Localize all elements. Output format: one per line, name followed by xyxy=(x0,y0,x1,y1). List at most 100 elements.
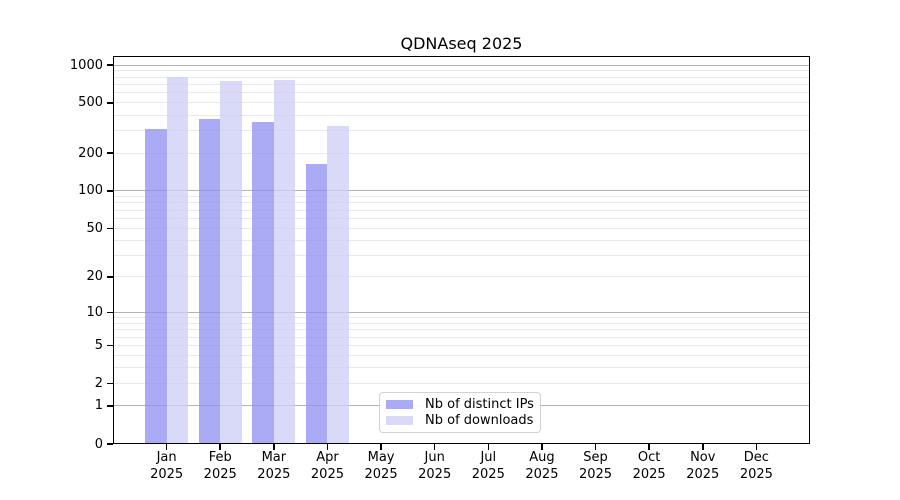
y-tick-label: 50 xyxy=(86,220,103,236)
gridline-minor xyxy=(113,355,810,357)
legend: Nb of distinct IPs Nb of downloads xyxy=(379,392,541,433)
year-label: 2025 xyxy=(578,467,613,482)
gridline-minor xyxy=(113,217,810,219)
gridline-minor xyxy=(113,329,810,331)
year-label: 2025 xyxy=(418,467,452,482)
x-tick-label: Jun 2025 xyxy=(405,449,465,483)
legend-swatch-distinct-ips-icon xyxy=(386,399,413,409)
year-label: 2025 xyxy=(525,467,559,482)
x-tick-label: Mar 2025 xyxy=(244,449,304,483)
bar-apr-2025-downloads xyxy=(327,125,349,444)
gridline-major xyxy=(113,190,810,192)
y-tick xyxy=(107,382,113,385)
x-tick xyxy=(219,444,221,450)
gridline-minor xyxy=(113,255,810,257)
y-tick xyxy=(107,276,113,278)
y-tick xyxy=(107,152,113,154)
x-tick xyxy=(326,444,329,450)
gridline-major xyxy=(113,311,810,313)
x-tick-label: Jul 2025 xyxy=(458,449,518,483)
y-tick-label: 100 xyxy=(78,183,103,199)
x-tick xyxy=(487,444,490,450)
x-tick xyxy=(433,444,436,450)
gridline-minor xyxy=(113,102,810,104)
gridline-minor xyxy=(113,336,810,338)
bar-mar-2025-distinct-ips xyxy=(252,121,274,444)
bar-mar-2025-downloads xyxy=(273,80,296,444)
gridline-minor xyxy=(113,196,810,198)
bar-jan-2025-downloads xyxy=(166,76,189,444)
y-tick xyxy=(107,64,113,66)
year-label: 2025 xyxy=(471,467,505,482)
y-tick-label: 1 xyxy=(94,398,103,414)
legend-swatch-downloads-icon xyxy=(386,416,413,426)
x-tick-label: Jan 2025 xyxy=(137,449,197,483)
year-label: 2025 xyxy=(150,467,184,482)
month-label: May xyxy=(367,450,395,465)
month-label: Oct xyxy=(637,450,661,465)
x-tick-label: Feb 2025 xyxy=(190,449,250,483)
plot-area xyxy=(113,56,810,444)
year-label: 2025 xyxy=(739,467,773,482)
gridline-minor xyxy=(113,322,810,324)
gridline-minor xyxy=(113,317,810,319)
gridline-minor xyxy=(113,76,810,78)
bar-feb-2025-downloads xyxy=(220,80,242,444)
x-tick-label: May 2025 xyxy=(351,449,411,483)
gridline-minor xyxy=(113,227,810,229)
x-tick xyxy=(594,444,597,450)
month-label: Aug xyxy=(529,450,555,465)
gridline-minor xyxy=(113,383,810,385)
gridline-minor xyxy=(113,209,810,211)
x-tick xyxy=(273,444,275,450)
x-tick xyxy=(702,444,704,450)
gridline-minor xyxy=(113,152,810,154)
month-label: Mar xyxy=(261,450,287,465)
bar-apr-2025-distinct-ips xyxy=(305,163,328,444)
legend-label-distinct-ips: Nb of distinct IPs xyxy=(425,396,534,412)
x-tick-label: Sep 2025 xyxy=(566,449,626,483)
x-tick xyxy=(648,444,650,450)
y-tick xyxy=(107,405,113,407)
y-tick-label: 200 xyxy=(78,145,103,161)
month-label: Nov xyxy=(690,450,716,465)
y-tick-label: 0 xyxy=(94,436,103,452)
year-label: 2025 xyxy=(257,467,291,482)
x-tick xyxy=(380,444,382,450)
y-tick-label: 2 xyxy=(94,376,103,392)
gridline-minor xyxy=(113,130,810,132)
legend-label-downloads: Nb of downloads xyxy=(425,413,534,429)
x-tick-label: Apr 2025 xyxy=(297,449,357,483)
y-tick-label: 10 xyxy=(86,304,103,320)
gridline-minor xyxy=(113,276,810,278)
y-tick xyxy=(107,102,113,104)
y-tick-label: 500 xyxy=(78,95,103,111)
y-tick xyxy=(107,227,113,230)
bar-jan-2025-distinct-ips xyxy=(145,129,167,444)
legend-item-distinct-ips: Nb of distinct IPs xyxy=(386,396,534,413)
y-tick-label: 5 xyxy=(94,338,103,354)
month-label: Apr xyxy=(316,450,339,465)
year-label: 2025 xyxy=(310,467,344,482)
gridline-minor xyxy=(113,92,810,94)
legend-item-downloads: Nb of downloads xyxy=(386,413,534,430)
y-tick xyxy=(107,344,113,347)
chart-title: QDNAseq 2025 xyxy=(400,34,523,53)
year-label: 2025 xyxy=(364,467,398,482)
x-tick-label: Nov 2025 xyxy=(673,449,733,483)
x-tick-label: Aug 2025 xyxy=(512,449,572,483)
month-label: Sep xyxy=(583,450,608,465)
month-label: Feb xyxy=(208,450,232,465)
gridline-minor xyxy=(113,114,810,116)
month-label: Dec xyxy=(743,450,769,465)
x-tick xyxy=(755,444,758,450)
bar-feb-2025-distinct-ips xyxy=(198,119,221,444)
month-label: Jun xyxy=(424,450,445,465)
gridline-minor xyxy=(113,345,810,347)
y-tick-label: 20 xyxy=(86,269,103,285)
y-tick xyxy=(107,443,113,445)
gridline-major xyxy=(113,64,810,66)
y-tick xyxy=(107,190,113,192)
x-tick-label: Oct 2025 xyxy=(619,449,679,483)
